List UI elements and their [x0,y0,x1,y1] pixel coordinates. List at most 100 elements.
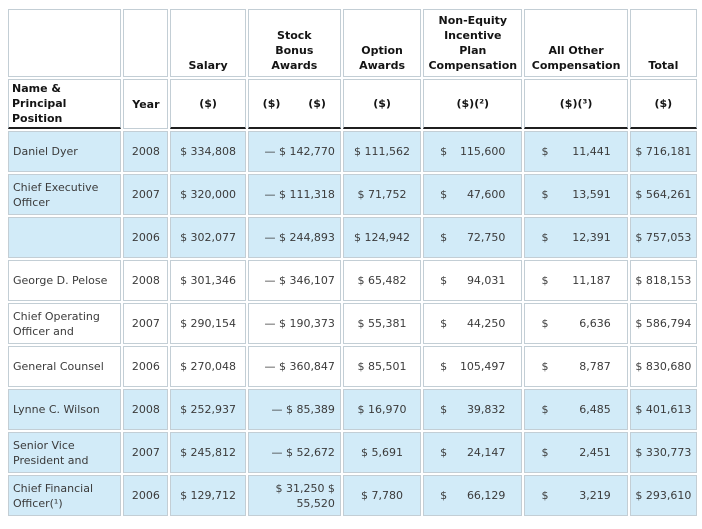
total-cell: $ 586,794 [629,303,697,344]
non-equity-amount: 115,600 [459,145,506,158]
dollar-sign: $ [541,317,549,330]
all-other-cell: $ 3,219 [524,475,628,516]
non-equity-amount: 72,750 [466,231,506,244]
name-position-cell: Chief Operating Officer and [8,303,122,344]
all-other-amount: 12,391 [572,231,611,244]
header-option-awards-label: Option Awards [359,44,406,72]
all-other-cell: $ 2,451 [524,432,628,473]
header-all-other-unit: ($)(³) [524,79,628,129]
non-equity-amount: 47,600 [466,188,506,201]
stock-unit-label: ($) [308,97,326,110]
total-cell: $ 716,181 [629,131,697,172]
dollar-sign: $ [440,188,448,201]
header-total-label: Total [648,59,679,72]
name-position-cell: Senior Vice President and [8,432,122,473]
bonus-stock-awards-cell: — $ 346,107 [247,260,341,301]
salary-cell: $ 270,048 [170,346,246,387]
year-cell: 2007 [123,303,169,344]
header-year-label: Year [132,97,160,111]
salary-unit-label: ($) [199,97,217,110]
dollar-sign: $ [440,403,448,416]
table-row: Daniel Dyer 2008 $ 334,808 — $ 142,770 $… [8,131,697,172]
header-total-unit: ($) [629,79,697,129]
non-equity-cell: $ 94,031 [423,260,523,301]
name-position-cell: Chief Executive Officer [8,174,122,215]
salary-cell: $ 290,154 [170,303,246,344]
all-other-cell: $ 8,787 [524,346,628,387]
year-cell: 2008 [123,131,169,172]
non-equity-amount: 44,250 [466,317,506,330]
year-cell: 2006 [123,475,169,516]
header-option-awards: Option Awards [342,9,422,77]
all-other-cell: $ 13,591 [524,174,628,215]
name-position-cell: Chief Financial Officer(¹) [8,475,122,516]
dollar-sign: $ [440,145,448,158]
non-equity-cell: $ 72,750 [423,217,523,258]
table-row: Lynne C. Wilson 2008 $ 252,937 — $ 85,38… [8,389,697,430]
header-name-spacer [8,9,122,77]
non-equity-cell: $ 24,147 [423,432,523,473]
year-cell: 2006 [123,217,169,258]
total-cell: $ 401,613 [629,389,697,430]
option-awards-cell: $ 124,942 [342,217,422,258]
dollar-sign: $ [440,446,448,459]
bonus-stock-awards-cell: — $ 360,847 [247,346,341,387]
name-position-cell: Daniel Dyer [8,131,122,172]
all-other-amount: 2,451 [579,446,611,459]
total-cell: $ 818,153 [629,260,697,301]
header-non-equity-label: Non-Equity Incentive Plan Compensation [428,14,518,72]
table-row: George D. Pelose 2008 $ 301,346 — $ 346,… [8,260,697,301]
option-awards-cell: $ 5,691 [342,432,422,473]
bonus-stock-awards-cell: — $ 52,672 [247,432,341,473]
salary-cell: $ 129,712 [170,475,246,516]
bonus-stock-awards-cell: — $ 111,318 [247,174,341,215]
name-position-cell [8,217,122,258]
dollar-sign: $ [541,489,549,502]
total-cell: $ 293,610 [629,475,697,516]
option-awards-cell: $ 7,780 [342,475,422,516]
dollar-sign: $ [541,360,549,373]
table-row: General Counsel 2006 $ 270,048 — $ 360,8… [8,346,697,387]
header-option-unit: ($) [342,79,422,129]
year-cell: 2007 [123,174,169,215]
non-equity-cell: $ 44,250 [423,303,523,344]
non-equity-cell: $ 47,600 [423,174,523,215]
header-name-position: Name & Principal Position [8,79,122,129]
header-name-position-label: Name & Principal Position [12,82,67,125]
option-awards-cell: $ 85,501 [342,346,422,387]
total-cell: $ 564,261 [629,174,697,215]
non-equity-amount: 66,129 [466,489,506,502]
non-equity-cell: $ 39,832 [423,389,523,430]
compensation-table: Salary Stock Bonus Awards Option Awards … [6,7,699,518]
header-all-other: All Other Compensation [524,9,628,77]
non-equity-amount: 105,497 [459,360,506,373]
header-unit-row: Name & Principal Position Year ($) ($) (… [8,79,697,129]
all-other-cell: $ 11,441 [524,131,628,172]
year-cell: 2006 [123,346,169,387]
option-awards-cell: $ 111,562 [342,131,422,172]
table-row: Chief Financial Officer(¹) 2006 $ 129,71… [8,475,697,516]
bonus-stock-awards-cell: $ 31,250 $ 55,520 [247,475,341,516]
all-other-cell: $ 6,636 [524,303,628,344]
option-unit-label: ($) [373,97,391,110]
salary-cell: $ 302,077 [170,217,246,258]
salary-cell: $ 320,000 [170,174,246,215]
all-other-amount: 11,441 [572,145,611,158]
header-salary-label: Salary [188,59,228,72]
bonus-stock-awards-cell: — $ 244,893 [247,217,341,258]
option-awards-cell: $ 65,482 [342,260,422,301]
all-other-amount: 8,787 [579,360,611,373]
header-title-row: Salary Stock Bonus Awards Option Awards … [8,9,697,77]
salary-cell: $ 334,808 [170,131,246,172]
bonus-unit-label: ($) [262,97,281,110]
header-stock-bonus-units: ($) ($) [247,79,341,129]
dollar-sign: $ [541,188,549,201]
header-stock-bonus-awards-label: Stock Bonus Awards [271,29,318,72]
table-row: Senior Vice President and 2007 $ 245,812… [8,432,697,473]
total-unit-label: ($) [654,97,673,110]
dollar-sign: $ [440,360,448,373]
header-all-other-label: All Other Compensation [531,44,621,72]
bonus-stock-awards-cell: — $ 85,389 [247,389,341,430]
header-salary-unit: ($) [170,79,246,129]
total-cell: $ 330,773 [629,432,697,473]
